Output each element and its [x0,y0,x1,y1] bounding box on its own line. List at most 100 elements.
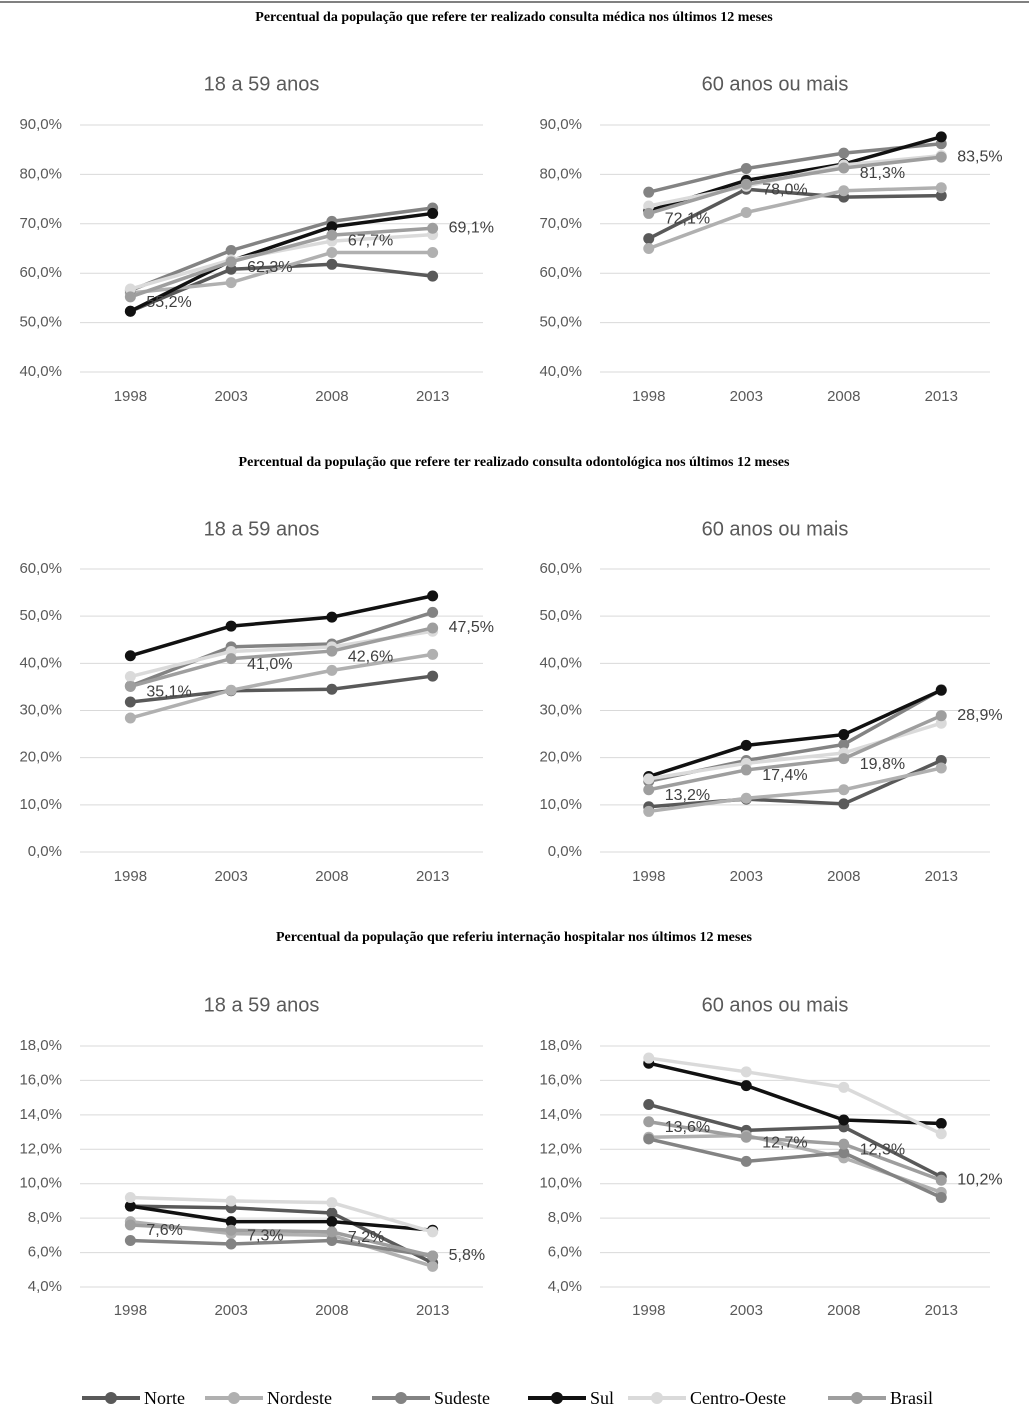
point [124,696,136,708]
point [326,645,338,657]
point [427,207,439,219]
y-tick-label: 30,0% [19,701,62,718]
point [838,753,850,765]
data-label: 78,0% [762,181,807,198]
series-line [130,1204,434,1265]
point [124,1235,136,1247]
y-tick-label: 14,0% [539,1106,582,1123]
series-line [129,206,433,293]
data-label: 35,1% [146,684,191,701]
point [643,1099,655,1111]
point [935,1174,947,1186]
point [124,1191,136,1203]
y-tick-label: 18,0% [19,1037,62,1054]
y-tick-label: 16,0% [19,1071,62,1088]
point [225,1224,237,1236]
y-tick-label: 4,0% [28,1278,62,1295]
legend-label: Nordeste [267,1388,332,1408]
x-tick-label: 1998 [632,1302,665,1319]
data-label: 19,8% [860,756,905,773]
series-line [647,187,942,241]
point [935,1191,947,1203]
y-tick-label: 0,0% [28,843,62,860]
y-tick-label: 60,0% [539,264,582,281]
point [643,1116,655,1128]
point [225,684,237,696]
point [225,1216,237,1228]
point [935,717,947,729]
point [740,206,752,218]
point [326,229,338,241]
point [838,1081,850,1093]
point [225,1238,237,1250]
y-tick-label: 10,0% [539,796,582,813]
y-tick-label: 6,0% [28,1244,62,1261]
y-tick-label: 50,0% [539,607,582,624]
y-tick-label: 30,0% [539,701,582,718]
legend-marker [851,1392,863,1404]
y-tick-label: 40,0% [19,363,62,380]
y-tick-label: 50,0% [19,607,62,624]
x-tick-label: 2013 [416,1302,449,1319]
point [326,683,338,695]
point [427,1250,439,1262]
series-line [130,1238,433,1258]
series-line [648,766,942,814]
chart-title: 18 a 59 anos [204,73,320,95]
point [225,277,237,289]
point [935,762,947,774]
y-tick-label: 0,0% [548,843,582,860]
point [740,792,752,804]
point [740,1080,752,1092]
x-tick-label: 1998 [114,1302,147,1319]
x-tick-label: 1998 [632,868,665,885]
x-tick-label: 2008 [315,868,348,885]
series-line [129,610,434,688]
data-label: 62,3% [247,259,292,276]
point [427,606,439,618]
series-line [648,142,942,194]
point [326,1207,338,1219]
legend-label: Brasil [890,1388,933,1408]
chart-title: 18 a 59 anos [204,518,320,540]
y-tick-label: 12,0% [19,1140,62,1157]
data-label: 17,4% [762,767,807,784]
x-tick-label: 1998 [114,388,147,405]
y-tick-label: 50,0% [539,314,582,331]
data-label: 12,7% [762,1134,807,1151]
series-line [648,758,942,809]
point [643,233,655,245]
point [427,246,439,258]
series-line [648,1102,943,1179]
legend-marker [228,1392,240,1404]
y-tick-label: 60,0% [19,560,62,577]
x-tick-label: 2003 [730,868,763,885]
data-label: 81,3% [860,165,905,182]
legend-label: Norte [144,1388,185,1408]
point [427,222,439,234]
data-label: 47,5% [449,619,494,636]
y-tick-label: 40,0% [539,654,582,671]
x-tick-label: 1998 [632,388,665,405]
x-tick-label: 2013 [416,868,449,885]
chart-title: 60 anos ou mais [702,518,849,540]
x-tick-label: 2013 [925,388,958,405]
series-line [130,1204,433,1232]
point [326,1235,338,1247]
point [326,258,338,270]
series-line [648,714,942,792]
point [838,147,850,159]
data-label: 28,9% [957,707,1002,724]
y-tick-label: 6,0% [548,1244,582,1261]
y-tick-label: 70,0% [19,215,62,232]
x-tick-label: 2008 [827,388,860,405]
point [935,190,947,202]
point [326,1197,338,1209]
point [935,182,947,194]
point [838,185,850,197]
point [838,784,850,796]
point [326,221,338,233]
data-label: 7,2% [348,1229,384,1246]
point [326,1226,338,1238]
